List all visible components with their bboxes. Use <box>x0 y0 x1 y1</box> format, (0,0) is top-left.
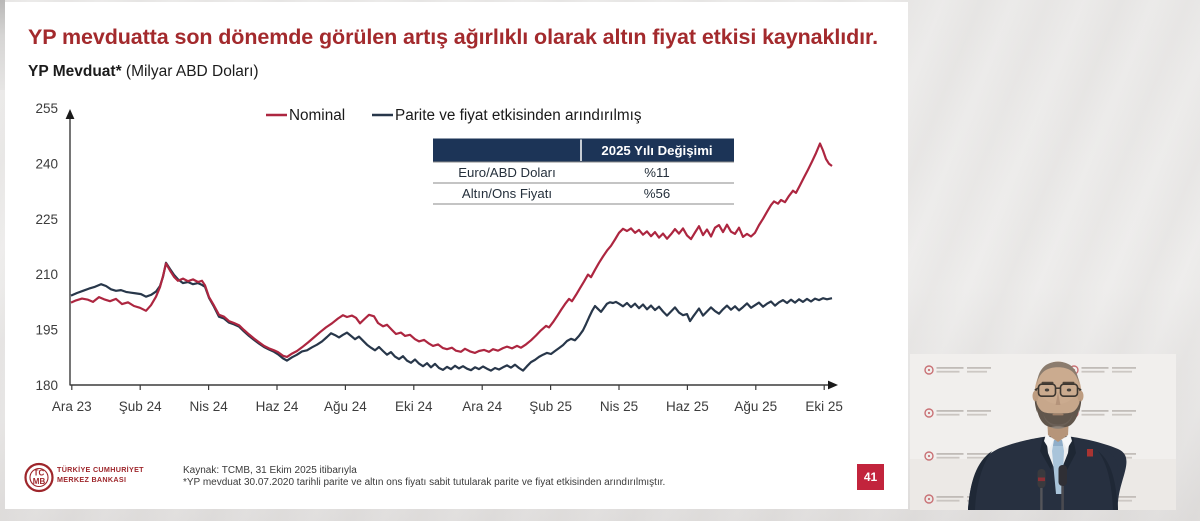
svg-text:%11: %11 <box>644 165 669 180</box>
svg-text:Altın/Ons Fiyatı: Altın/Ons Fiyatı <box>462 186 552 201</box>
svg-text:%56: %56 <box>644 186 670 201</box>
svg-text:Nis 24: Nis 24 <box>189 399 228 414</box>
svg-text:Parite ve fiyat etkisinden arı: Parite ve fiyat etkisinden arındırılmış <box>395 107 642 124</box>
svg-text:TC: TC <box>34 469 45 478</box>
svg-text:MB: MB <box>33 477 46 486</box>
svg-text:180: 180 <box>35 378 58 393</box>
svg-text:Euro/ABD Doları: Euro/ABD Doları <box>458 165 555 180</box>
svg-text:Ağu 24: Ağu 24 <box>324 399 367 414</box>
svg-text:195: 195 <box>35 323 58 338</box>
svg-text:Şub 25: Şub 25 <box>529 399 572 414</box>
svg-text:Ara 23: Ara 23 <box>52 399 92 414</box>
svg-text:Nominal: Nominal <box>289 107 345 124</box>
svg-text:2025 Yılı Değişimi: 2025 Yılı Değişimi <box>601 143 712 158</box>
svg-text:Ağu 25: Ağu 25 <box>734 399 777 414</box>
svg-text:210: 210 <box>35 267 58 282</box>
svg-text:Haz 24: Haz 24 <box>256 399 299 414</box>
svg-text:Eki 24: Eki 24 <box>395 399 433 414</box>
svg-text:240: 240 <box>35 156 58 171</box>
svg-text:Nis 25: Nis 25 <box>600 399 638 414</box>
svg-text:255: 255 <box>35 101 58 116</box>
svg-text:Eki 25: Eki 25 <box>805 399 843 414</box>
svg-text:Haz 25: Haz 25 <box>666 399 709 414</box>
svg-text:Ara 24: Ara 24 <box>462 399 502 414</box>
svg-text:Şub 24: Şub 24 <box>119 399 162 414</box>
svg-text:225: 225 <box>35 212 58 227</box>
